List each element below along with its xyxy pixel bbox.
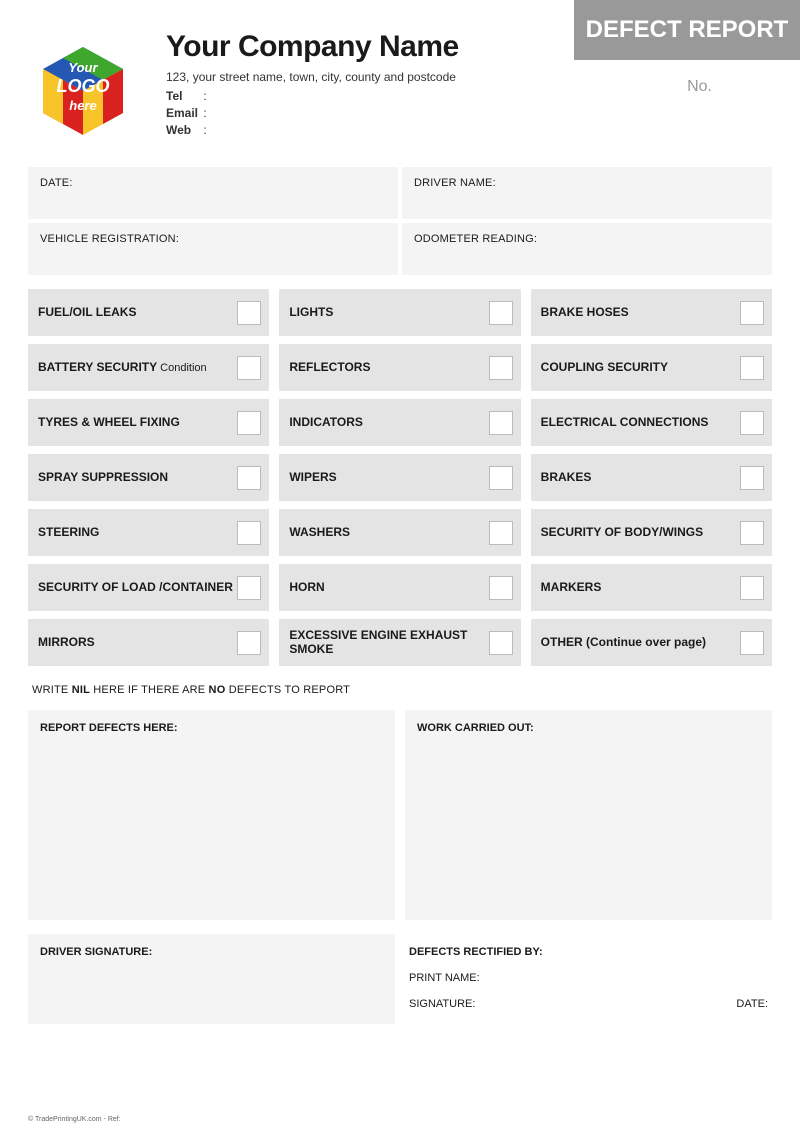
logo-text-2: LOGO <box>57 76 110 96</box>
checkbox[interactable] <box>489 631 513 655</box>
check-label: EXCESSIVE ENGINE EXHAUST SMOKE <box>289 629 488 657</box>
number-label: No. <box>687 78 712 96</box>
check-item: REFLECTORS <box>279 344 520 391</box>
check-item: SECURITY OF LOAD /CONTAINER <box>28 564 269 611</box>
report-defects-panel[interactable]: REPORT DEFECTS HERE: <box>28 710 395 920</box>
odometer-field[interactable]: ODOMETER READING: <box>402 223 772 275</box>
checkbox[interactable] <box>740 301 764 325</box>
check-item: FUEL/OIL LEAKS <box>28 289 269 336</box>
check-label: ELECTRICAL CONNECTIONS <box>541 416 709 430</box>
checkbox[interactable] <box>489 356 513 380</box>
check-label: WIPERS <box>289 471 336 485</box>
check-item: WIPERS <box>279 454 520 501</box>
tel-row: Tel : <box>166 88 772 105</box>
work-carried-out-panel[interactable]: WORK CARRIED OUT: <box>405 710 772 920</box>
checkbox[interactable] <box>237 466 261 490</box>
check-label: COUPLING SECURITY <box>541 361 668 375</box>
defect-report-badge: DEFECT REPORT <box>574 0 800 60</box>
checkbox[interactable] <box>489 521 513 545</box>
footer-copyright: © TradePrintingUK.com - Ref: <box>28 1116 121 1123</box>
check-item: SECURITY OF BODY/WINGS <box>531 509 772 556</box>
checkbox[interactable] <box>237 301 261 325</box>
check-label: SPRAY SUPPRESSION <box>38 471 168 485</box>
logo-text-3: here <box>69 98 96 113</box>
check-item: WASHERS <box>279 509 520 556</box>
date-field[interactable]: DATE: <box>28 167 398 219</box>
check-item: ELECTRICAL CONNECTIONS <box>531 399 772 446</box>
check-item: OTHER (Continue over page) <box>531 619 772 666</box>
signature-date-line[interactable]: SIGNATURE: DATE: <box>409 998 768 1010</box>
driver-name-field[interactable]: DRIVER NAME: <box>402 167 772 219</box>
checkbox[interactable] <box>740 411 764 435</box>
checkbox[interactable] <box>740 631 764 655</box>
check-item: MIRRORS <box>28 619 269 666</box>
checkbox[interactable] <box>740 521 764 545</box>
check-item: COUPLING SECURITY <box>531 344 772 391</box>
checkbox[interactable] <box>489 576 513 600</box>
check-label: BRAKES <box>541 471 592 485</box>
check-label: FUEL/OIL LEAKS <box>38 306 136 320</box>
vehicle-registration-field[interactable]: VEHICLE REGISTRATION: <box>28 223 398 275</box>
checklist-grid: FUEL/OIL LEAKS LIGHTS BRAKE HOSES BATTERY S… <box>28 289 772 666</box>
check-label: STEERING <box>38 526 99 540</box>
check-label: REFLECTORS <box>289 361 370 375</box>
rectified-heading: DEFECTS RECTIFIED BY: <box>409 946 768 958</box>
checkbox[interactable] <box>740 576 764 600</box>
check-item: MARKERS <box>531 564 772 611</box>
logo-cube-icon: Your LOGO here <box>28 34 138 144</box>
nil-instruction: WRITE NIL HERE IF THERE ARE NO DEFECTS T… <box>28 676 772 710</box>
email-row: Email : <box>166 105 772 122</box>
logo-placeholder: Your LOGO here <box>28 28 158 149</box>
logo-text-1: Your <box>68 60 98 75</box>
check-label: SECURITY OF LOAD /CONTAINER <box>38 581 233 595</box>
check-item: LIGHTS <box>279 289 520 336</box>
check-label: HORN <box>289 581 324 595</box>
check-item: BATTERY SECURITY Condition <box>28 344 269 391</box>
check-item: BRAKE HOSES <box>531 289 772 336</box>
check-label: MIRRORS <box>38 636 95 650</box>
check-item: BRAKES <box>531 454 772 501</box>
checkbox[interactable] <box>740 356 764 380</box>
info-grid: DATE: DRIVER NAME: VEHICLE REGISTRATION:… <box>28 167 772 275</box>
print-name-line[interactable]: PRINT NAME: <box>409 972 768 984</box>
signature-row: DRIVER SIGNATURE: DEFECTS RECTIFIED BY: … <box>28 934 772 1036</box>
checkbox[interactable] <box>237 631 261 655</box>
rectified-block: DEFECTS RECTIFIED BY: PRINT NAME: SIGNAT… <box>405 934 772 1036</box>
check-label: SECURITY OF BODY/WINGS <box>541 526 703 540</box>
check-label: OTHER (Continue over page) <box>541 636 706 650</box>
checkbox[interactable] <box>237 521 261 545</box>
company-address: 123, your street name, town, city, count… <box>166 70 772 84</box>
check-label: BATTERY SECURITY Condition <box>38 361 207 375</box>
driver-signature-field[interactable]: DRIVER SIGNATURE: <box>28 934 395 1024</box>
checkbox[interactable] <box>237 356 261 380</box>
check-label: TYRES & WHEEL FIXING <box>38 416 180 430</box>
web-row: Web : <box>166 122 772 139</box>
check-label: INDICATORS <box>289 416 363 430</box>
check-item: SPRAY SUPPRESSION <box>28 454 269 501</box>
check-label: WASHERS <box>289 526 350 540</box>
check-label: LIGHTS <box>289 306 333 320</box>
check-item: TYRES & WHEEL FIXING <box>28 399 269 446</box>
check-label: BRAKE HOSES <box>541 306 629 320</box>
check-label: MARKERS <box>541 581 602 595</box>
checkbox[interactable] <box>489 466 513 490</box>
report-panels: REPORT DEFECTS HERE: WORK CARRIED OUT: <box>28 710 772 920</box>
checkbox[interactable] <box>489 301 513 325</box>
checkbox[interactable] <box>237 411 261 435</box>
header: Your LOGO here Your Company Name 123, yo… <box>28 28 772 149</box>
checkbox[interactable] <box>740 466 764 490</box>
check-item: EXCESSIVE ENGINE EXHAUST SMOKE <box>279 619 520 666</box>
checkbox[interactable] <box>237 576 261 600</box>
check-item: HORN <box>279 564 520 611</box>
check-item: STEERING <box>28 509 269 556</box>
check-item: INDICATORS <box>279 399 520 446</box>
checkbox[interactable] <box>489 411 513 435</box>
